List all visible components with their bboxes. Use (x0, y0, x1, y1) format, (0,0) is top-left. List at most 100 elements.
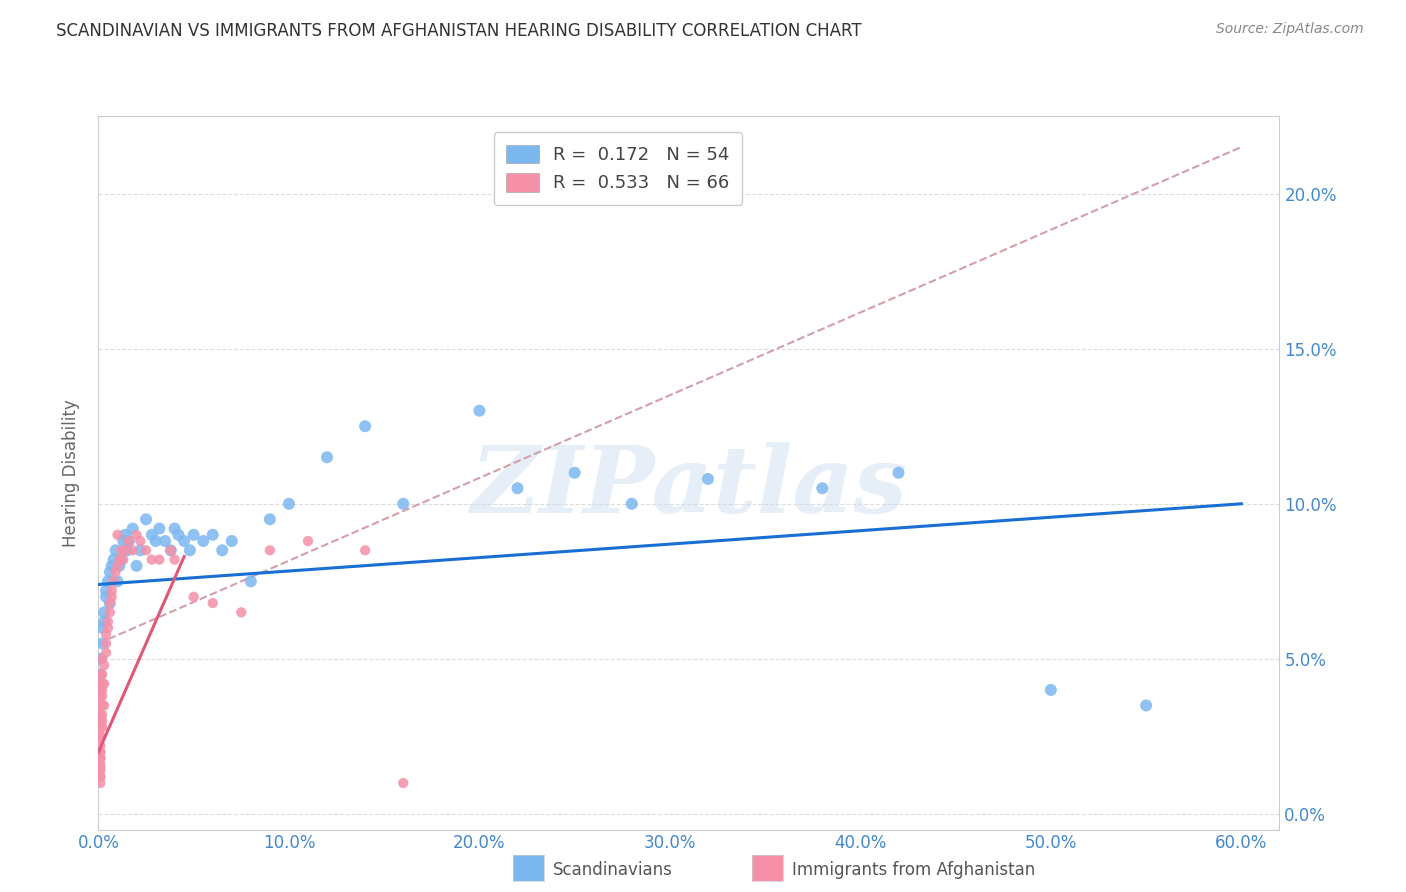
Point (91, 677, 114, 691)
Point (697, 472, 720, 486)
Point (148, 552, 170, 566)
Point (94, 590, 117, 604)
Point (183, 590, 205, 604)
Point (91, 707, 114, 722)
Point (468, 403, 491, 417)
Point (89, 667, 111, 681)
Point (118, 534, 141, 549)
Point (107, 528, 129, 542)
Point (91, 720, 114, 734)
Point (91, 714, 114, 728)
Point (94, 583, 117, 598)
Point (91, 667, 114, 681)
Point (121, 522, 143, 536)
Point (89, 770, 111, 784)
Point (110, 552, 132, 566)
Point (201, 528, 224, 542)
Point (179, 543, 201, 558)
Point (91, 682, 114, 697)
Point (89, 745, 111, 759)
Point (811, 481, 834, 495)
Point (163, 552, 186, 566)
Point (89, 730, 111, 744)
Text: ZIPatlas: ZIPatlas (471, 442, 907, 532)
Point (93, 677, 115, 691)
Legend: R =  0.172   N = 54, R =  0.533   N = 66: R = 0.172 N = 54, R = 0.533 N = 66 (494, 132, 742, 205)
Point (100, 558, 122, 573)
Point (211, 543, 233, 558)
Point (141, 528, 163, 542)
Point (89, 714, 111, 728)
Point (89, 764, 111, 778)
Point (100, 583, 122, 598)
Point (221, 534, 243, 549)
Point (135, 512, 157, 526)
Point (91, 652, 114, 666)
Point (98, 596, 121, 610)
Point (141, 552, 163, 566)
Point (173, 534, 195, 549)
Point (887, 466, 910, 480)
Point (89, 698, 111, 713)
Point (89, 689, 111, 703)
Point (89, 751, 111, 765)
Point (89, 745, 111, 759)
Point (107, 574, 129, 589)
Point (259, 512, 281, 526)
Point (193, 534, 215, 549)
Point (103, 552, 125, 566)
Point (94, 646, 117, 660)
Point (354, 543, 377, 558)
Point (506, 481, 529, 495)
Point (392, 776, 415, 790)
Point (112, 552, 135, 566)
Point (201, 596, 224, 610)
Point (107, 558, 129, 573)
Point (89, 770, 111, 784)
Point (129, 543, 152, 558)
Point (118, 534, 141, 549)
Point (100, 590, 122, 604)
Point (98, 596, 121, 610)
Point (91, 698, 114, 713)
Point (98, 565, 121, 579)
Point (91, 636, 114, 650)
Point (125, 528, 148, 542)
Point (97, 615, 120, 629)
Point (108, 558, 131, 573)
Text: Source: ZipAtlas.com: Source: ZipAtlas.com (1216, 22, 1364, 37)
Y-axis label: Hearing Disability: Hearing Disability (62, 399, 80, 547)
Point (93, 658, 115, 673)
Point (392, 497, 415, 511)
Point (183, 528, 205, 542)
Point (97, 621, 120, 635)
Point (115, 543, 138, 558)
Point (89, 707, 111, 722)
Point (89, 652, 111, 666)
Point (110, 543, 132, 558)
Point (135, 543, 157, 558)
Point (89, 720, 111, 734)
Point (98, 606, 121, 620)
Point (159, 543, 181, 558)
Point (297, 534, 319, 549)
Point (1135, 698, 1157, 713)
Point (167, 528, 190, 542)
Point (104, 565, 127, 579)
Point (108, 552, 131, 566)
Point (1039, 682, 1062, 697)
Point (129, 534, 152, 549)
Point (153, 534, 176, 549)
Point (148, 522, 170, 536)
Point (259, 543, 281, 558)
Point (121, 543, 143, 558)
Point (277, 497, 299, 511)
Text: Immigrants from Afghanistan: Immigrants from Afghanistan (792, 861, 1035, 879)
Text: SCANDINAVIAN VS IMMIGRANTS FROM AFGHANISTAN HEARING DISABILITY CORRELATION CHART: SCANDINAVIAN VS IMMIGRANTS FROM AFGHANIS… (56, 22, 862, 40)
Point (93, 606, 115, 620)
Point (114, 543, 136, 558)
Point (91, 689, 114, 703)
Point (89, 730, 111, 744)
Point (112, 534, 135, 549)
Point (94, 627, 117, 641)
